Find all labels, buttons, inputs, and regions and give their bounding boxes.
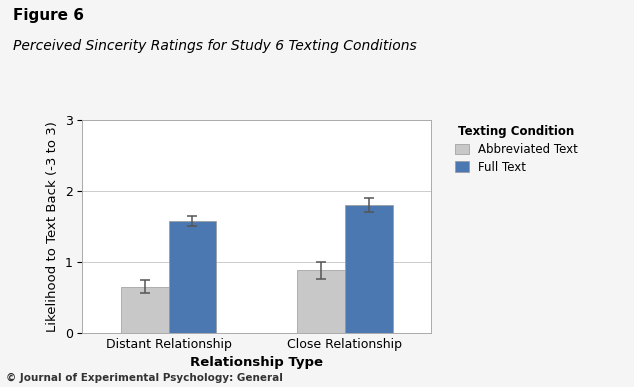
Bar <box>297 271 345 333</box>
Text: Perceived Sincerity Ratings for Study 6 Texting Conditions: Perceived Sincerity Ratings for Study 6 … <box>13 39 417 53</box>
Y-axis label: Likelihood to Text Back (-3 to 3): Likelihood to Text Back (-3 to 3) <box>46 121 59 332</box>
Legend: Abbreviated Text, Full Text: Abbreviated Text, Full Text <box>451 122 581 177</box>
Bar <box>169 221 216 333</box>
Bar <box>345 205 393 333</box>
Text: © Journal of Experimental Psychology: General: © Journal of Experimental Psychology: Ge… <box>6 373 283 383</box>
X-axis label: Relationship Type: Relationship Type <box>190 356 323 369</box>
Bar <box>120 287 169 333</box>
Text: Figure 6: Figure 6 <box>13 8 84 23</box>
